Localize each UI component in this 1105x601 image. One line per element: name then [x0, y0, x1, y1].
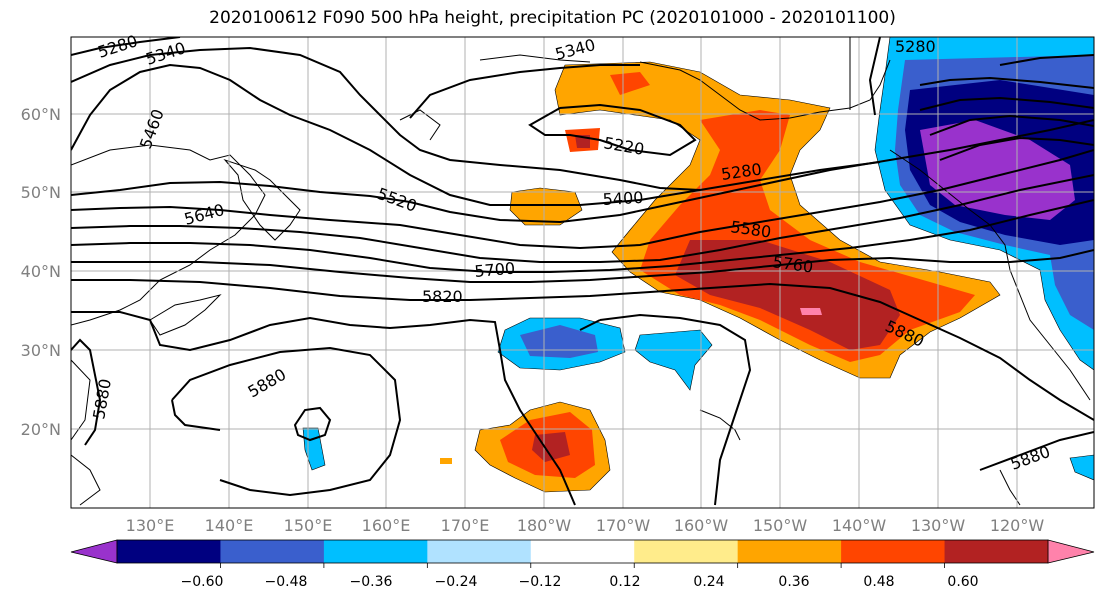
map-frame — [70, 36, 1095, 509]
contour-label-5700: 5700 — [474, 259, 516, 281]
colorbar-cell — [634, 540, 739, 563]
height-contours-east — [919, 54, 1094, 161]
positive-anomaly-small — [509, 187, 583, 226]
contour-label-5280: 5280 — [895, 37, 936, 56]
lon-label: 160°W — [674, 516, 729, 535]
colorbar-tick-label: 0.12 — [609, 574, 640, 590]
lat-label-60n: 60°N — [21, 105, 61, 124]
colorbar-extend-left — [70, 539, 118, 564]
colorbar-cell — [530, 540, 635, 563]
lat-label-20n: 20°N — [21, 420, 61, 439]
colorbar-extend-right — [1047, 539, 1095, 564]
colorbar-tick-label: 0.36 — [778, 574, 809, 590]
colorbar-cell — [944, 540, 1049, 563]
colorbar-tick-label: −0.12 — [519, 574, 562, 590]
lat-label-40n: 40°N — [21, 262, 61, 281]
colorbar-cell — [220, 540, 325, 563]
colorbar-cells — [117, 540, 1049, 563]
colorbar-cell — [737, 540, 842, 563]
contour-label-5820: 5820 — [422, 287, 463, 306]
colorbar-frame — [116, 539, 1049, 564]
colorbar-tick-labels: −0.60 −0.48 −0.36 −0.24 −0.12 0.12 0.24 … — [181, 574, 979, 590]
graticule — [71, 37, 1094, 508]
lon-label: 170°E — [441, 516, 490, 535]
map-title: 2020100612 F090 500 hPa height, precipit… — [209, 8, 896, 28]
colorbar-cell — [117, 540, 221, 563]
colorbar-tick-label: −0.24 — [435, 574, 478, 590]
colorbar-cell — [841, 540, 946, 563]
height-contours — [71, 37, 1094, 506]
colorbar-tick-label: 0.48 — [863, 574, 894, 590]
colorbar-tick-label: −0.48 — [265, 574, 308, 590]
colorbar-cell — [427, 540, 532, 563]
contour-label-5400: 5400 — [602, 188, 644, 209]
lon-label: 140°E — [205, 516, 254, 535]
lat-label-30n: 30°N — [21, 341, 61, 360]
lon-label: 180°W — [517, 516, 572, 535]
colorbar-cell — [323, 540, 428, 563]
lon-label: 150°E — [284, 516, 333, 535]
longitude-labels: 130°E 140°E 150°E 160°E 170°E 180°W 170°… — [126, 516, 1045, 535]
lon-label: 130°W — [911, 516, 966, 535]
colorbar-ticks — [220, 563, 945, 568]
colorbar-tick-label: −0.36 — [350, 574, 393, 590]
latitude-labels: 60°N 50°N 40°N 30°N 20°N — [21, 105, 61, 439]
colorbar: −0.60 −0.48 −0.36 −0.24 −0.12 0.12 0.24 … — [70, 539, 1095, 590]
colorbar-tick-label: 0.24 — [693, 574, 724, 590]
lon-label: 120°W — [990, 516, 1045, 535]
lon-label: 150°W — [753, 516, 808, 535]
lon-label: 140°W — [832, 516, 887, 535]
lon-label: 130°E — [126, 516, 175, 535]
lon-label: 170°W — [596, 516, 651, 535]
lat-label-50n: 50°N — [21, 183, 61, 202]
lon-label: 160°E — [362, 516, 411, 535]
colorbar-tick-label: 0.60 — [947, 574, 978, 590]
colorbar-tick-label: −0.60 — [181, 574, 224, 590]
